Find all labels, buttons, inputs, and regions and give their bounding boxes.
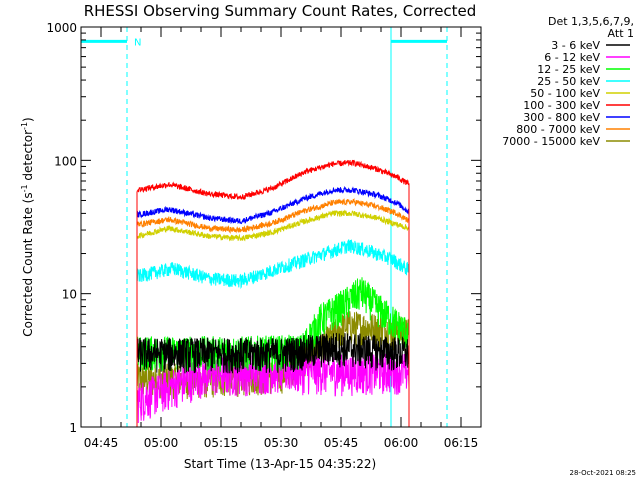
series-line <box>136 197 410 427</box>
footer-timestamp: 28-Oct-2021 08:25 <box>570 469 636 477</box>
x-axis: 04:45 05:00 05:15 05:30 05:45 06:00 06:15 <box>80 27 482 450</box>
series-line <box>136 352 410 427</box>
plot-area: N <box>80 26 482 428</box>
y-tick-label: 100 <box>54 154 77 168</box>
x-tick-label: 06:00 <box>384 436 419 450</box>
legend-header-line-2: Att 1 <box>608 27 634 40</box>
chart-title: RHESSI Observing Summary Count Rates, Co… <box>84 2 477 20</box>
legend-item-label: 3 - 6 keV <box>551 39 600 52</box>
legend-item-label: 800 - 7000 keV <box>516 123 600 136</box>
legend-item-label: 6 - 12 keV <box>544 51 600 64</box>
series-line <box>136 209 410 427</box>
x-tick-label: 05:45 <box>324 436 359 450</box>
legend-item-label: 25 - 50 keV <box>537 75 600 88</box>
legend-item-label: 12 - 25 keV <box>537 63 600 76</box>
series-line <box>136 332 410 427</box>
legend-item-label: 50 - 100 keV <box>530 87 600 100</box>
x-tick-label: 04:45 <box>84 436 119 450</box>
y-axis-label: Corrected Count Rate (s-1 detector-1) <box>20 117 35 336</box>
x-tick-label: 05:00 <box>144 436 179 450</box>
legend-item-label: 100 - 300 keV <box>523 99 600 112</box>
x-tick-label: 05:30 <box>264 436 299 450</box>
x-axis-label: Start Time (13-Apr-15 04:35:22) <box>184 457 376 471</box>
y-tick-label: 1 <box>69 421 77 435</box>
legend-item-label: 300 - 800 keV <box>523 111 600 124</box>
y-axis: 1 10 100 1000 <box>46 21 481 435</box>
x-tick-label: 06:15 <box>444 436 479 450</box>
legend-header-line-1: Det 1,3,5,6,7,9, <box>548 15 634 28</box>
y-tick-label: 1000 <box>46 21 77 35</box>
x-tick-label: 05:15 <box>204 436 239 450</box>
legend-item-label: 7000 - 15000 keV <box>502 135 600 148</box>
series-line <box>136 159 410 427</box>
night-marker-label: N <box>134 37 141 48</box>
y-tick-label: 10 <box>62 288 77 302</box>
series-line <box>136 239 410 427</box>
series-line <box>136 185 410 427</box>
